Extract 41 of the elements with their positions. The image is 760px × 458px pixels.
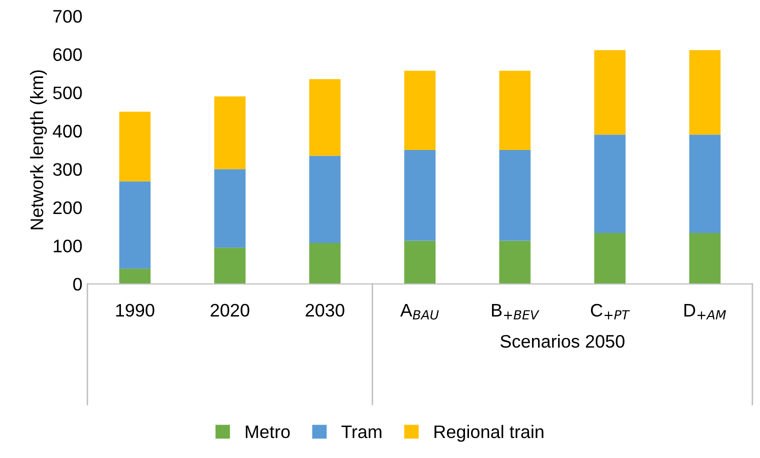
- bar: [309, 79, 341, 156]
- legend-label: Tram: [342, 426, 382, 438]
- text: Scenarios 2050: [500, 334, 624, 348]
- bar: [214, 169, 246, 248]
- x-tick-label: 2020: [210, 304, 250, 317]
- bar: [689, 134, 721, 234]
- bar: [404, 240, 436, 284]
- y-tick-label: 600: [53, 48, 82, 62]
- bar: [309, 156, 341, 244]
- bar: [214, 96, 246, 170]
- bar: [594, 50, 626, 135]
- bar: [119, 268, 151, 284]
- x-tick-label: C$_{+PT}$: [590, 304, 630, 320]
- bar: [689, 233, 721, 284]
- x-tick-label: D$_{+AM}$: [684, 304, 726, 320]
- y-tick-label: 0: [73, 278, 82, 291]
- bar: [594, 233, 626, 284]
- x-tick-label: 1990: [116, 304, 154, 317]
- bar: [499, 150, 531, 241]
- y-tick-label: 700: [53, 10, 82, 23]
- bar: [214, 248, 246, 284]
- bar: [594, 134, 626, 234]
- bar: [404, 70, 436, 150]
- bar: [689, 50, 721, 135]
- legend-label: Metro: [246, 426, 290, 438]
- y-tick-label: 100: [54, 240, 82, 252]
- y-tick-label: 300: [53, 163, 82, 176]
- y-axis-title: Network length (km): [30, 70, 47, 230]
- y-tick-label: 400: [52, 124, 82, 138]
- bar: [309, 243, 341, 284]
- bar: [499, 70, 531, 150]
- y-tick-label: 200: [53, 201, 82, 214]
- bar: [119, 112, 151, 182]
- bar: [404, 150, 436, 241]
- y-tick-label: 500: [53, 86, 82, 100]
- x-tick-label: A$_{BAU}$: [400, 304, 439, 320]
- x-tick-label: B$_{+BEV}$: [492, 304, 540, 320]
- legend-label: Regional train: [434, 424, 544, 442]
- bar: [499, 240, 531, 284]
- bar: [119, 181, 151, 269]
- x-tick-label: 2030: [306, 304, 344, 317]
